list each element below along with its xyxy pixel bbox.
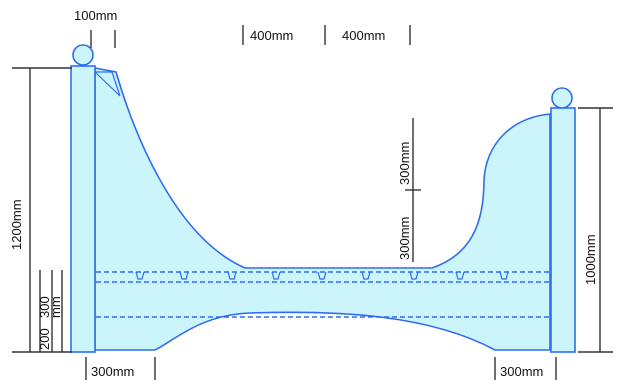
left-post: [70, 65, 96, 353]
label-middle-upper: 300mm: [397, 142, 412, 185]
label-left-low-unit: mm: [48, 296, 63, 318]
label-left-low-300: 300: [37, 296, 52, 318]
ramp-body: [94, 67, 551, 351]
label-left-low-200: 200: [37, 328, 52, 350]
right-post: [550, 107, 576, 353]
left-post-cap: [72, 44, 94, 66]
left-top-wedge: [93, 71, 121, 97]
label-right-height: 1000mm: [583, 234, 598, 285]
rail-brackets: [135, 271, 509, 280]
label-left-height: 1200mm: [9, 199, 24, 250]
label-bottom-right: 300mm: [500, 364, 543, 379]
label-top-span-right: 400mm: [342, 28, 385, 43]
label-bottom-left: 300mm: [91, 364, 134, 379]
dimension-lines: [12, 25, 613, 380]
label-middle-lower: 300mm: [397, 217, 412, 260]
right-post-cap: [551, 87, 573, 109]
label-top-span-left: 400mm: [250, 28, 293, 43]
label-top-gap: 100mm: [74, 8, 117, 23]
